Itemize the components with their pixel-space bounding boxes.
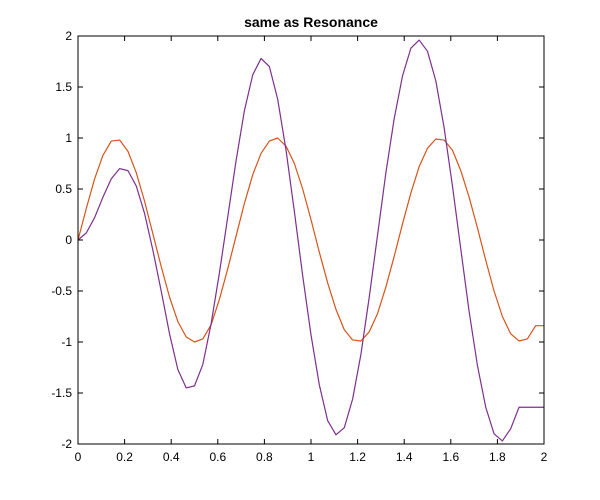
- series-layer: [77, 39, 544, 442]
- y-tick-label: -1: [61, 335, 72, 349]
- x-tick-label: 1.8: [489, 450, 506, 464]
- x-tick-label: 0.8: [256, 450, 273, 464]
- plot-background: [78, 36, 544, 444]
- y-tick-label: 1: [65, 131, 72, 145]
- x-tick-label: 1.2: [349, 450, 366, 464]
- x-tick-label: 0.2: [116, 450, 133, 464]
- y-axis-ticks: -2 -1.5 -1 -0.5 0 0.5 1 1.5 2: [51, 29, 544, 451]
- x-tick-label: 1.6: [442, 450, 459, 464]
- y-tick-label: -1.5: [51, 386, 72, 400]
- x-axis-ticks: 0 0.2 0.4 0.6 0.8 1 1.2 1.4 1.6 1.8 2: [75, 36, 548, 464]
- y-tick-label: 0.5: [55, 182, 72, 196]
- y-tick-label: -0.5: [51, 284, 72, 298]
- series-line-1: [77, 137, 544, 343]
- x-tick-label: 1.4: [396, 450, 413, 464]
- y-tick-label: -2: [61, 437, 72, 451]
- y-tick-label: 0: [65, 233, 72, 247]
- series-line-2: [77, 39, 544, 442]
- chart-title: same as Resonance: [244, 14, 378, 30]
- y-tick-label: 2: [65, 29, 72, 43]
- x-tick-label: 0: [75, 450, 82, 464]
- y-tick-label: 1.5: [55, 80, 72, 94]
- x-tick-label: 1: [308, 450, 315, 464]
- plot-area: [78, 36, 544, 444]
- x-tick-label: 0.4: [163, 450, 180, 464]
- x-tick-label: 0.6: [209, 450, 226, 464]
- x-tick-label: 2: [541, 450, 548, 464]
